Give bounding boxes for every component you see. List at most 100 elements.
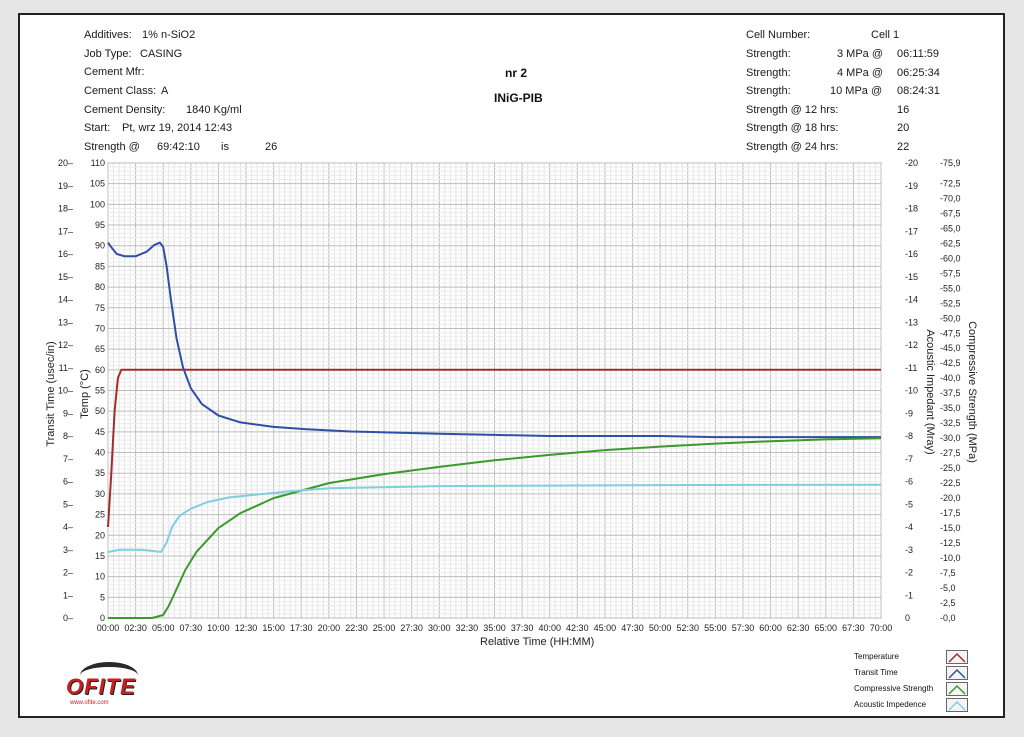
x-tick-label: 45:00 [594, 623, 617, 633]
transit-time-tick-label: 7– [63, 454, 73, 464]
x-tick-label: 22:30 [345, 623, 368, 633]
strength-row-value: 16 [897, 104, 910, 116]
acoustic-impedance-tick-label: -20 [905, 158, 918, 168]
acoustic-impedance-tick-label: -14 [905, 295, 918, 305]
cell-number-label: Cell Number: [746, 29, 811, 41]
compressive-strength-tick-label: -50,0 [940, 313, 961, 323]
logo-word: OFITE [66, 674, 136, 699]
temp-tick-label: 5 [100, 592, 105, 602]
strength-row-label: Strength @ 24 hrs: [746, 141, 839, 153]
temp-tick-label: 35 [95, 468, 105, 478]
strength-row-label: Strength: [746, 67, 791, 79]
transit-time-axis-label: Transit Time (usec/in) [45, 341, 57, 446]
x-tick-label: 40:00 [538, 623, 561, 633]
compressive-strength-tick-label: -62,5 [940, 238, 961, 248]
transit-time-tick-label: 5– [63, 499, 73, 509]
report-title: nr 2 [505, 66, 528, 80]
compressive-strength-tick-label: -42,5 [940, 358, 961, 368]
compressive-strength-tick-label: -70,0 [940, 193, 961, 203]
x-tick-label: 05:00 [152, 623, 175, 633]
acoustic-impedance-tick-label: -2 [905, 568, 913, 578]
strength-row-label: Strength: [746, 48, 791, 60]
compressive-strength-tick-label: -35,0 [940, 403, 961, 413]
transit-time-tick-label: 17– [58, 226, 73, 236]
compressive-strength-tick-label: -45,0 [940, 343, 961, 353]
x-tick-label: 32:30 [456, 623, 479, 633]
transit-time-tick-label: 14– [58, 295, 73, 305]
transit-time-tick-label: 2– [63, 568, 73, 578]
acoustic-impedance-tick-label: -19 [905, 181, 918, 191]
temp-tick-label: 105 [90, 179, 105, 189]
x-tick-label: 50:00 [649, 623, 672, 633]
acoustic-impedance-tick-label: 0 [905, 613, 910, 623]
compressive-strength-tick-label: -40,0 [940, 373, 961, 383]
compressive-strength-tick-label: -57,5 [940, 268, 961, 278]
transit-time-tick-label: 19– [58, 181, 73, 191]
x-tick-label: 30:00 [428, 623, 451, 633]
x-tick-label: 55:00 [704, 623, 727, 633]
transit-time-line [107, 241, 881, 439]
compressive-strength-tick-label: -65,0 [940, 223, 961, 233]
legend-swatch-icon [946, 682, 968, 696]
compressive-strength-tick-label: -52,5 [940, 298, 961, 308]
temp-tick-label: 70 [95, 323, 105, 333]
acoustic-impedance-tick-label: -11 [905, 363, 917, 373]
acoustic-impedance-tick-label: -18 [905, 204, 918, 214]
acoustic-impedance-tick-label: -1 [905, 590, 913, 600]
temp-tick-label: 90 [95, 241, 105, 251]
compressive-strength-tick-label: -67,5 [940, 208, 961, 218]
job-type-label: Job Type: [84, 48, 132, 60]
compressive-strength-axis-label: Compressive Strength (MPa) [966, 321, 978, 463]
x-tick-label: 70:00 [870, 623, 893, 633]
x-tick-label: 37:30 [511, 623, 534, 633]
temp-tick-label: 50 [95, 406, 105, 416]
temp-tick-label: 65 [95, 344, 105, 354]
strength-row-label: Strength: [746, 85, 791, 97]
x-tick-label: 10:00 [207, 623, 230, 633]
transit-time-tick-label: 4– [63, 522, 73, 532]
x-tick-label: 67:30 [842, 623, 865, 633]
transit-time-tick-label: 13– [58, 317, 73, 327]
strength-at-label: Strength @ [84, 141, 140, 153]
x-tick-label: 07:30 [180, 623, 203, 633]
acoustic-impedance-axis-label: Acoustic Impedant (Mray) [924, 329, 936, 454]
compressive-strength-tick-label: -15,0 [940, 523, 961, 533]
x-tick-label: 35:00 [483, 623, 506, 633]
acoustic-impedance-tick-label: -4 [905, 522, 913, 532]
compressive-strength-tick-label: -72,5 [940, 178, 961, 188]
cement-mfr-label: Cement Mfr: [84, 66, 145, 78]
compressive-strength-tick-label: -17,5 [940, 508, 961, 518]
legend-swatch-icon [946, 698, 968, 712]
x-tick-label: 65:00 [815, 623, 838, 633]
cement-class-value: A [161, 85, 169, 97]
legend-label: Compressive Strength [854, 684, 934, 693]
transit-time-tick-label: 12– [58, 340, 73, 350]
strength-row-value: 20 [897, 122, 910, 134]
compressive-strength-tick-label: -37,5 [940, 388, 961, 398]
transit-time-tick-label: 8– [63, 431, 73, 441]
grid [107, 162, 882, 619]
logo-arc-icon [80, 662, 138, 689]
additives-label: Additives: [84, 29, 132, 41]
temperature-line [107, 368, 881, 528]
temp-tick-label: 45 [95, 427, 105, 437]
job-type-value: CASING [140, 48, 183, 60]
transit-time-tick-label: 18– [58, 204, 73, 214]
acoustic-impedance-tick-label: -17 [905, 226, 918, 236]
transit-time-tick-label: 1– [63, 590, 73, 600]
cement-density-label: Cement Density: [84, 104, 166, 116]
acoustic-impedance-tick-label: -13 [905, 317, 918, 327]
legend-item: Acoustic Impedence [852, 698, 972, 714]
temp-tick-label: 20 [95, 530, 105, 540]
compressive-strength-tick-label: -12,5 [940, 538, 961, 548]
additives-value: 1% n-SiO2 [142, 29, 196, 41]
report-subtitle: INiG-PIB [494, 91, 543, 105]
chart-legend: Temperature Transit Time Compressive Str… [852, 650, 972, 714]
acoustic-impedance-tick-label: -16 [905, 249, 918, 259]
temp-tick-label: 30 [95, 489, 105, 499]
legend-label: Transit Time [854, 668, 898, 677]
ofite-logo: OFITE www.ofite.com [56, 660, 152, 710]
compressive-strength-tick-label: -7,5 [940, 568, 956, 578]
temp-tick-label: 40 [95, 448, 105, 458]
